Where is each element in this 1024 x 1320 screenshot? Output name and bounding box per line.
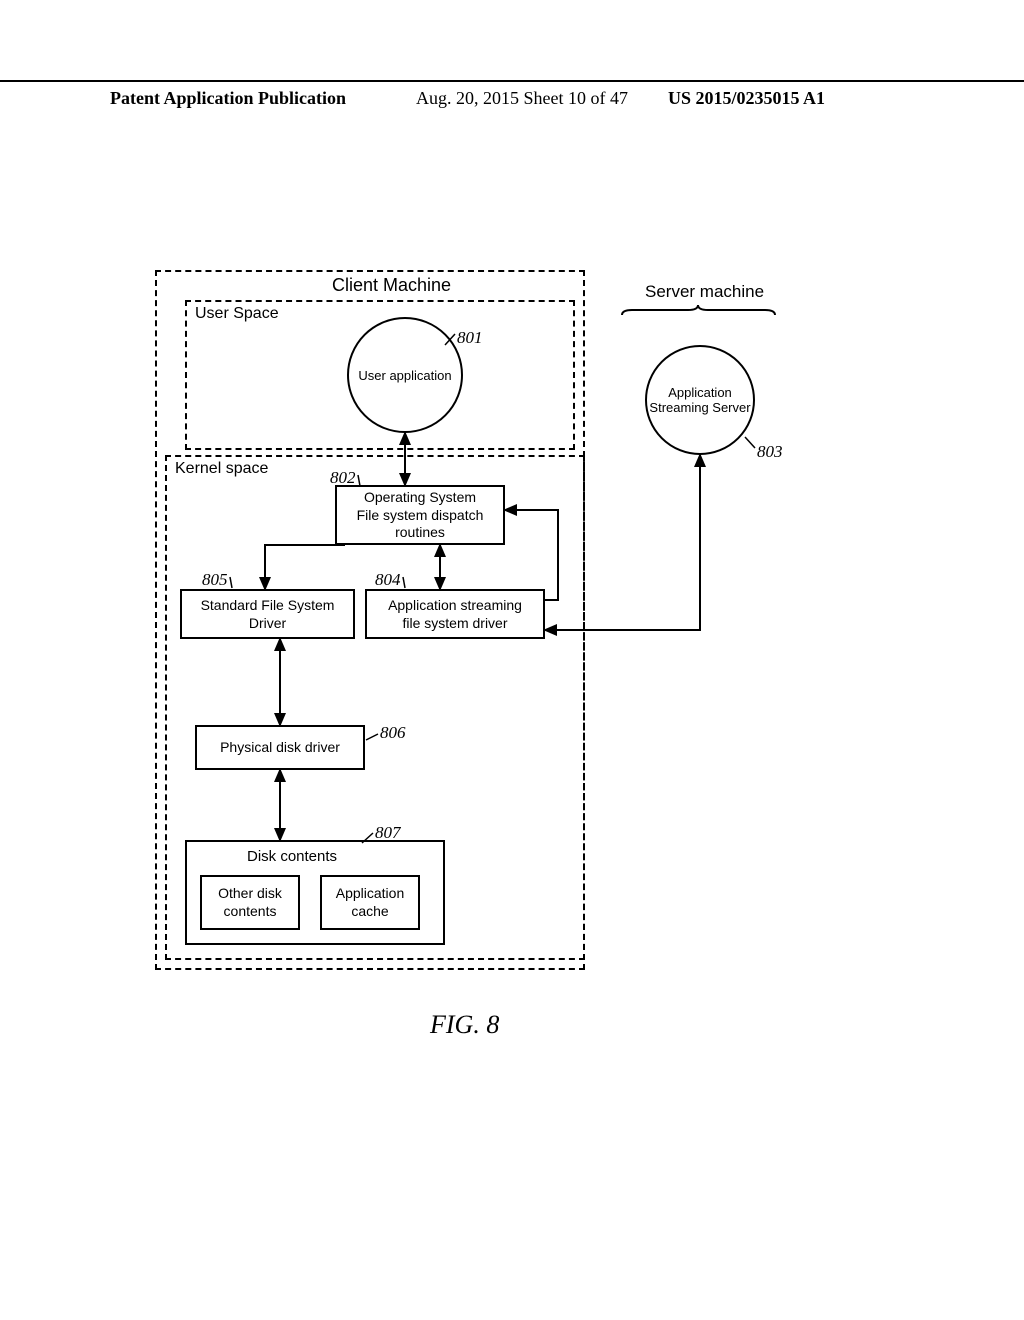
ref-806: 806 — [380, 723, 406, 743]
header-right: US 2015/0235015 A1 — [668, 88, 825, 109]
streaming-server-label: Application Streaming Server — [649, 385, 750, 415]
ref-805: 805 — [202, 570, 228, 590]
physical-disk-driver-box: Physical disk driver — [195, 725, 365, 770]
page-header: Patent Application Publication Aug. 20, … — [0, 80, 1024, 109]
client-machine-label: Client Machine — [332, 275, 451, 296]
ref-807: 807 — [375, 823, 401, 843]
ref-801: 801 — [457, 328, 483, 348]
ref-802: 802 — [330, 468, 356, 488]
ref-803: 803 — [757, 442, 783, 462]
kernel-space-label: Kernel space — [175, 460, 268, 478]
streaming-server-node: Application Streaming Server — [645, 345, 755, 455]
header-mid: Aug. 20, 2015 Sheet 10 of 47 — [416, 88, 628, 109]
app-streaming-fsd-box: Application streaming file system driver — [365, 589, 545, 639]
header-left: Patent Application Publication — [110, 88, 346, 109]
user-application-label: User application — [358, 368, 451, 383]
server-machine-label: Server machine — [645, 282, 764, 302]
figure-caption: FIG. 8 — [430, 1010, 499, 1040]
os-dispatch-box: Operating System File system dispatch ro… — [335, 485, 505, 545]
disk-contents-label: Disk contents — [247, 848, 337, 865]
ref-804: 804 — [375, 570, 401, 590]
app-cache-box: Application cache — [320, 875, 420, 930]
other-disk-box: Other disk contents — [200, 875, 300, 930]
user-application-node: User application — [347, 317, 463, 433]
figure-diagram: Client Machine User Space Kernel space U… — [155, 270, 895, 990]
user-space-label: User Space — [195, 305, 279, 323]
standard-fsd-box: Standard File System Driver — [180, 589, 355, 639]
